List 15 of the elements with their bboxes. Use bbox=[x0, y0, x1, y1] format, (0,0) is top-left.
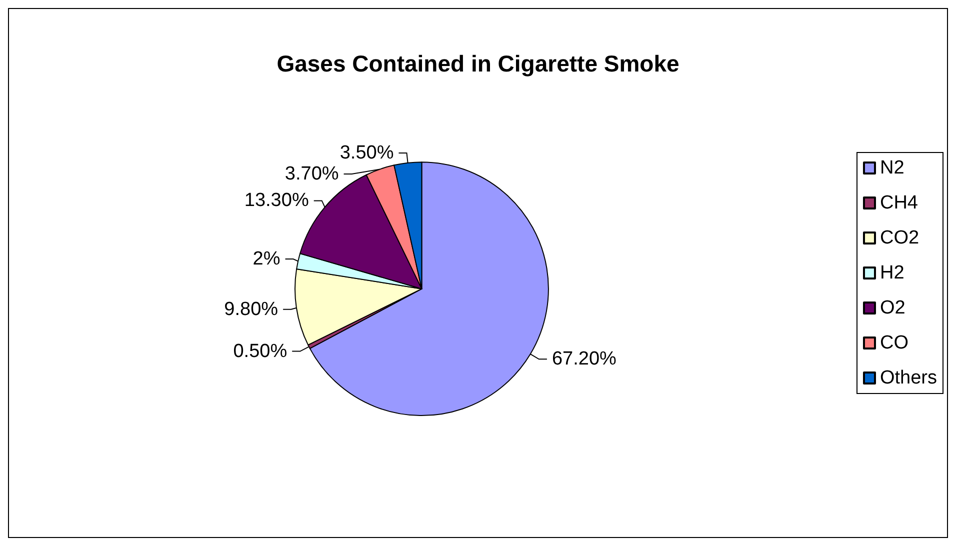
data-label: 3.50% bbox=[340, 142, 394, 164]
data-label: 3.70% bbox=[284, 163, 339, 184]
legend-label: H2 bbox=[880, 262, 904, 284]
data-label: 9.80% bbox=[224, 298, 278, 320]
chart-title: Gases Contained in Cigarette Smoke bbox=[276, 50, 680, 76]
data-label: 0.50% bbox=[233, 340, 288, 362]
legend-label: CH4 bbox=[880, 192, 918, 214]
data-label: 13.30% bbox=[244, 190, 309, 212]
legend-label: N2 bbox=[880, 158, 904, 178]
legend-label: CO2 bbox=[880, 228, 920, 248]
legend-label: Others bbox=[880, 368, 938, 388]
legend-label: O2 bbox=[880, 298, 906, 318]
data-label: 67.20% bbox=[552, 348, 617, 370]
legend-label: CO bbox=[880, 332, 908, 354]
data-label: 2% bbox=[252, 248, 280, 270]
